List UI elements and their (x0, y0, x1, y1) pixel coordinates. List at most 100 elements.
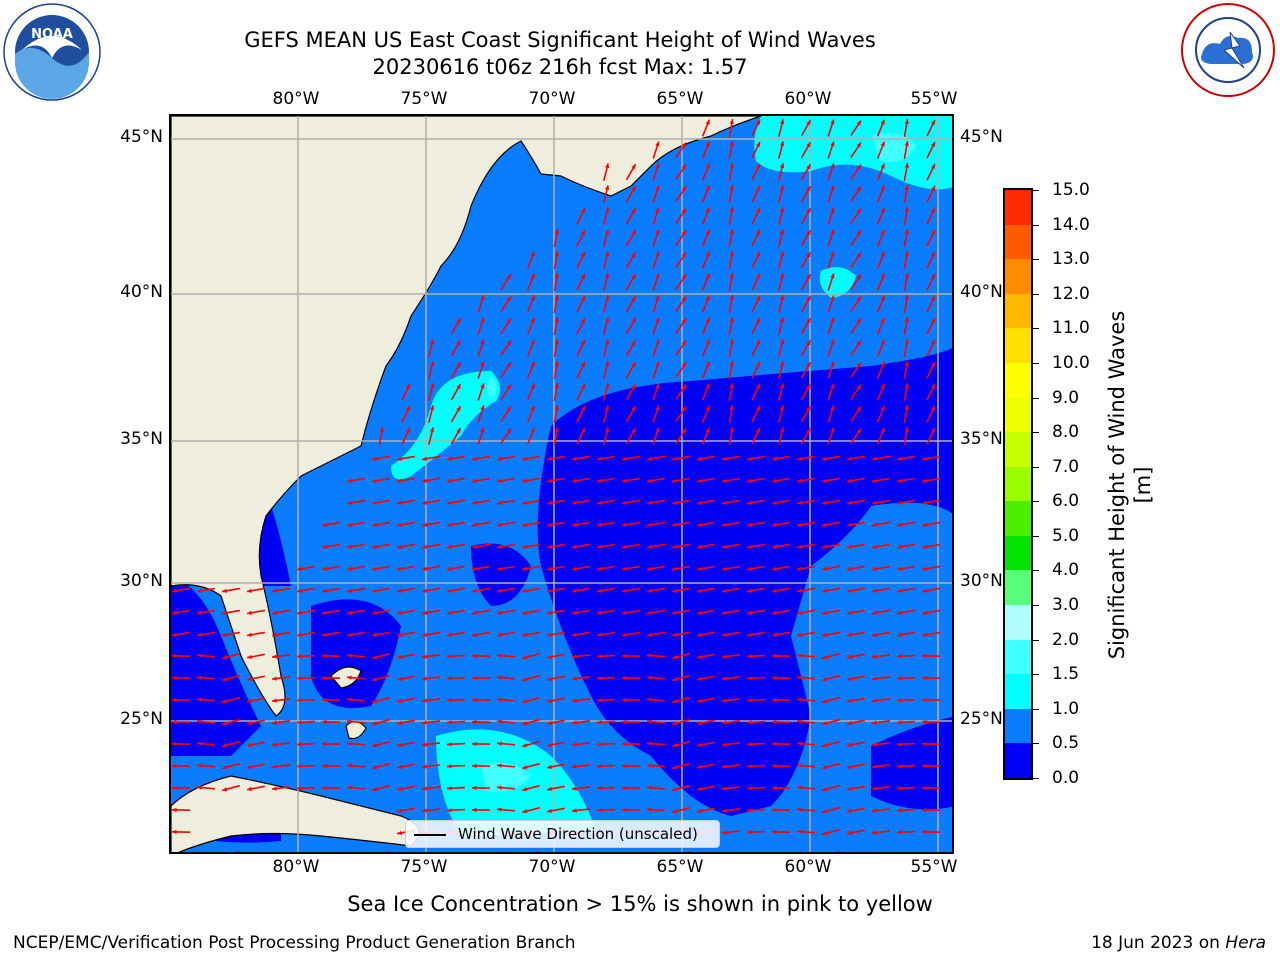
wave-direction-arrowhead (429, 405, 435, 411)
lat-label-right: 25°N (960, 709, 1003, 729)
wave-direction-arrowhead (530, 361, 535, 367)
wave-direction-arrowhead (897, 566, 902, 571)
wave-direction-arrowhead (922, 478, 927, 483)
lon-label-top: 60°W (784, 89, 832, 109)
wave-direction-arrowhead (597, 456, 602, 461)
wave-direction-arrowhead (904, 339, 909, 344)
wave-direction-arrowhead (655, 383, 660, 389)
wave-direction-arrowhead (222, 632, 227, 637)
wave-direction-arrowhead (554, 427, 559, 432)
wave-direction-arrowhead (872, 830, 877, 835)
colorbar-segment (1005, 604, 1031, 640)
wave-direction-arrowhead (530, 339, 535, 345)
wave-direction-arrowhead (822, 544, 827, 549)
wave-direction-arrowhead (772, 653, 777, 659)
wind-wave-direction-arrows (171, 118, 941, 854)
colorbar-tick-label: 5.0 (1052, 525, 1080, 546)
wave-direction-arrowhead (681, 274, 687, 280)
wave-direction-arrowhead (622, 719, 627, 725)
wave-direction-arrowhead (372, 655, 378, 660)
wave-direction-arrowhead (681, 142, 687, 148)
wave-direction-arrowhead (604, 383, 610, 389)
wave-direction-arrowhead (297, 852, 302, 854)
wave-direction-arrowhead (631, 362, 636, 368)
wave-direction-arrowhead (547, 698, 552, 703)
wave-direction-arrowhead (372, 588, 377, 593)
wave-direction-arrowhead (847, 610, 852, 615)
wave-direction-arrowhead (197, 610, 202, 615)
wave-direction-arrowhead (397, 478, 402, 483)
wave-direction-arrowhead (347, 719, 352, 724)
wave-direction-arrowhead (554, 361, 559, 366)
wave-direction-arrowhead (922, 522, 927, 527)
wave-direction-arrowhead (931, 163, 935, 169)
wave-direction-arrowhead (397, 632, 402, 637)
wave-direction-arrowhead (822, 610, 827, 615)
wave-direction-arrowhead (597, 500, 602, 505)
wave-direction-arrowhead (722, 654, 727, 659)
wave-direction-arrowhead (397, 742, 402, 747)
wave-direction-arrowhead (922, 653, 927, 659)
wave-direction-arrowhead (772, 697, 777, 703)
wave-direction-arrowhead (506, 384, 512, 390)
wave-direction-arrowhead (604, 339, 610, 345)
wave-direction-arrowhead (681, 296, 687, 302)
wave-direction-arrowhead (456, 428, 461, 434)
wave-direction-arrowhead (655, 207, 660, 213)
wave-direction-arrowhead (297, 786, 302, 791)
wave-direction-arrowhead (830, 339, 835, 345)
wave-direction-arrowhead (506, 274, 512, 280)
wave-direction-arrowhead (722, 720, 727, 725)
wave-direction-arrowhead (672, 478, 677, 483)
wave-direction-arrowhead (572, 632, 577, 637)
wave-direction-arrowhead (747, 676, 752, 681)
wave-direction-arrowhead (822, 721, 828, 726)
lat-label-left: 25°N (120, 709, 163, 729)
wave-direction-arrowhead (897, 632, 902, 637)
wave-direction-arrowhead (729, 317, 734, 322)
wave-direction-arrowhead (497, 588, 502, 593)
wave-direction-arrowhead (880, 427, 885, 433)
wave-direction-arrowhead (522, 677, 528, 682)
colorbar-segment (1005, 569, 1031, 606)
wave-direction-arrowhead (856, 274, 862, 280)
wave-direction-arrowhead (447, 632, 452, 637)
lon-label-top: 75°W (400, 89, 448, 109)
wave-direction-arrowhead (622, 500, 627, 505)
colorbar-tick-label: 13.0 (1052, 249, 1090, 270)
wave-direction-arrowhead (756, 317, 760, 323)
wave-direction-arrowhead (422, 786, 427, 791)
map-panel: Wind Wave Direction (unscaled) (169, 114, 954, 854)
wave-direction-arrowhead (931, 185, 935, 191)
wave-direction-arrowhead (922, 544, 927, 549)
wave-direction-arrowhead (172, 610, 177, 615)
wave-direction-arrowhead (447, 808, 452, 813)
wave-direction-arrowhead (931, 405, 935, 411)
wave-direction-arrowhead (547, 478, 552, 483)
wave-direction-arrowhead (797, 675, 802, 680)
colorbar-tick-mark (1033, 570, 1039, 572)
wave-direction-arrowhead (722, 610, 727, 615)
wave-direction-arrowhead (747, 786, 752, 791)
wave-direction-arrowhead (756, 383, 760, 389)
wave-direction-arrowhead (347, 544, 352, 549)
wave-direction-arrow (272, 853, 290, 854)
lat-label-left: 45°N (120, 127, 163, 147)
wave-direction-arrowhead (581, 207, 585, 213)
wave-direction-arrowhead (880, 405, 885, 411)
wave-direction-arrowhead (797, 566, 802, 571)
wave-direction-arrowhead (522, 566, 527, 571)
wave-direction-arrowhead (197, 588, 202, 593)
wave-direction-arrowhead (872, 742, 877, 747)
wave-direction-arrowhead (597, 698, 602, 703)
wave-direction-arrowhead (347, 500, 352, 505)
wave-direction-arrowhead (822, 522, 827, 527)
wave-direction-arrowhead (372, 743, 378, 748)
wave-direction-arrowhead (822, 566, 827, 571)
wave-direction-arrowhead (722, 500, 727, 505)
wave-direction-arrowhead (631, 318, 636, 324)
colorbar-tick-label: 0.5 (1052, 733, 1080, 754)
wave-direction-arrowhead (880, 229, 885, 235)
wave-direction-arrowhead (631, 230, 636, 236)
wave-direction-arrowhead (522, 456, 527, 461)
